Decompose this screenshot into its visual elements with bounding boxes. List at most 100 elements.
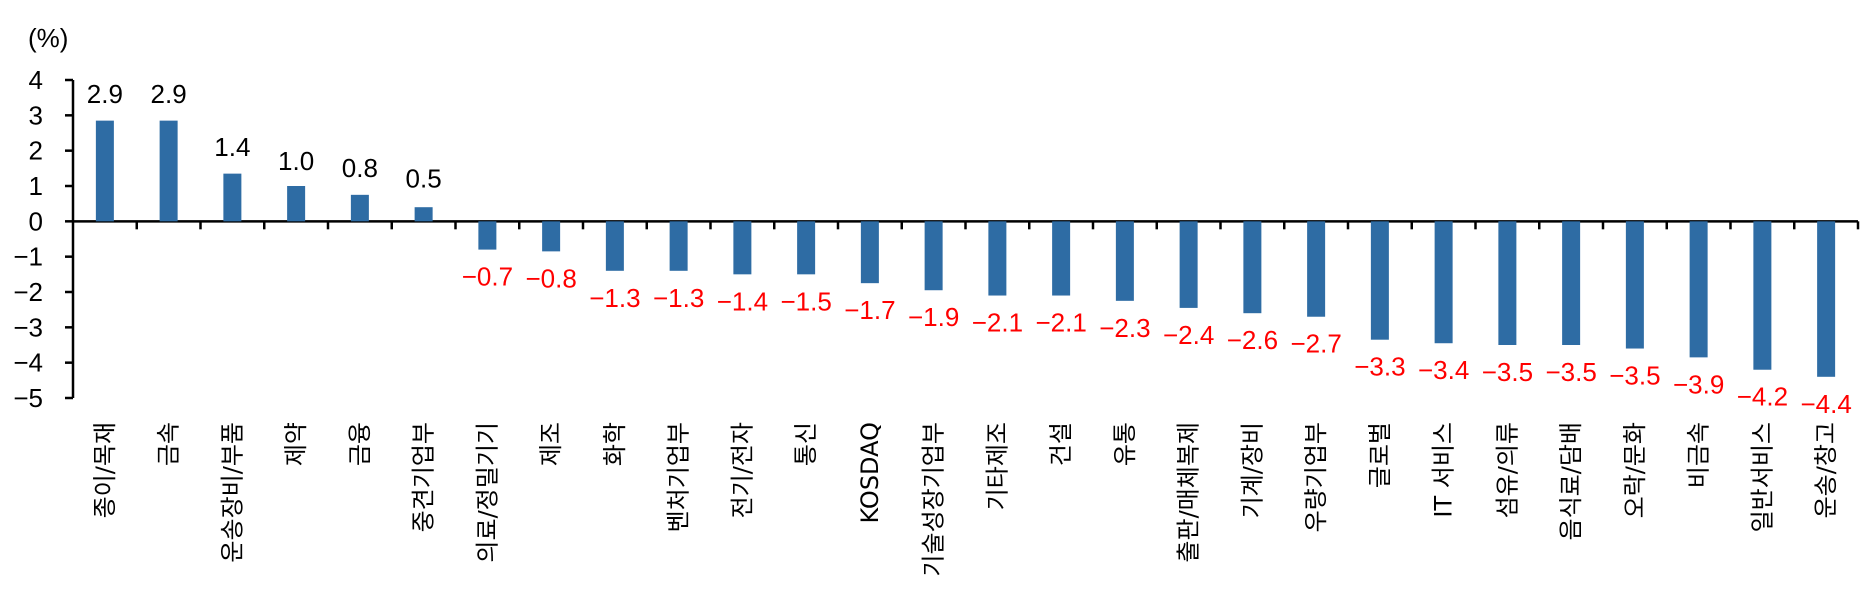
data-label: −1.9 bbox=[908, 302, 959, 332]
data-label: −1.3 bbox=[589, 283, 640, 313]
data-label: −2.6 bbox=[1227, 325, 1278, 355]
bar bbox=[1052, 221, 1071, 296]
category-label: 제약 bbox=[282, 422, 310, 466]
y-tick-label: 2 bbox=[29, 136, 43, 166]
bar bbox=[605, 221, 624, 271]
data-label: −2.3 bbox=[1099, 313, 1150, 343]
category-label: 금속 bbox=[155, 422, 183, 466]
category-label: 금융 bbox=[346, 422, 374, 466]
category-label: 일반서비스 bbox=[1748, 422, 1776, 532]
data-label: 1.4 bbox=[214, 132, 250, 162]
bar bbox=[414, 207, 433, 222]
bar bbox=[1115, 221, 1134, 301]
bar bbox=[1817, 221, 1836, 377]
bar bbox=[797, 221, 816, 275]
bar bbox=[350, 194, 369, 222]
y-tick-label: 3 bbox=[29, 100, 43, 130]
bar bbox=[1625, 221, 1644, 349]
data-label: 0.8 bbox=[342, 153, 378, 183]
y-axis: (%) 4 3 2 1 0 −1 −2 −3 −4 −5 bbox=[13, 23, 1860, 413]
y-tick-label: −1 bbox=[13, 242, 43, 272]
data-label: −3.5 bbox=[1609, 361, 1660, 391]
data-label: −2.1 bbox=[972, 308, 1023, 338]
category-label: 종이/목재 bbox=[91, 422, 119, 518]
data-label: −1.7 bbox=[844, 295, 895, 325]
bar bbox=[1562, 221, 1581, 345]
category-label: 화학 bbox=[601, 422, 629, 466]
data-label: −0.7 bbox=[462, 262, 513, 292]
category-label: 글로벌 bbox=[1366, 422, 1394, 488]
bar bbox=[669, 221, 688, 271]
data-label: −4.2 bbox=[1737, 382, 1788, 412]
y-tick-label: −5 bbox=[13, 383, 43, 413]
data-label: −3.5 bbox=[1482, 357, 1533, 387]
category-label: 운송장비/부품 bbox=[218, 422, 246, 563]
data-label: 2.9 bbox=[151, 79, 187, 109]
data-label: −2.4 bbox=[1163, 320, 1214, 350]
y-tick-label: 4 bbox=[29, 65, 43, 95]
category-label: 오락/문화 bbox=[1621, 422, 1649, 518]
bar bbox=[733, 221, 752, 275]
category-label: 벤처기업부 bbox=[665, 422, 693, 532]
bars bbox=[95, 120, 1836, 377]
data-label: −0.8 bbox=[525, 263, 576, 293]
bar bbox=[1370, 221, 1389, 340]
bar bbox=[1434, 221, 1453, 344]
bar bbox=[860, 221, 879, 284]
category-label: 통신 bbox=[792, 422, 820, 466]
data-label: −3.3 bbox=[1354, 352, 1405, 382]
data-label: −1.3 bbox=[653, 283, 704, 313]
value-labels: 2.9 2.9 1.4 1.0 0.8 0.5 −0.7 −0.8 −1.3 −1.3 −1.4 −1… bbox=[87, 79, 1852, 419]
data-label: −1.4 bbox=[717, 286, 768, 316]
bar bbox=[223, 173, 242, 222]
bar bbox=[159, 120, 178, 222]
bar bbox=[1179, 221, 1198, 308]
bar bbox=[287, 186, 306, 222]
data-label: −2.1 bbox=[1035, 308, 1086, 338]
bar bbox=[1498, 221, 1517, 345]
category-label: 운송/창고 bbox=[1812, 422, 1840, 518]
category-label: 유통 bbox=[1111, 422, 1139, 466]
y-tick-label: −2 bbox=[13, 277, 43, 307]
bar bbox=[95, 120, 114, 222]
bar bbox=[1753, 221, 1772, 370]
data-label: 2.9 bbox=[87, 79, 123, 109]
category-label: 의료/정밀기기 bbox=[473, 422, 501, 563]
y-tick-label: −4 bbox=[13, 348, 43, 378]
category-label: 전기/전자 bbox=[728, 422, 756, 518]
data-label: −3.9 bbox=[1673, 369, 1724, 399]
bar bbox=[1689, 221, 1708, 358]
bar bbox=[478, 221, 497, 250]
category-labels: 종이/목재 금속 운송장비/부품 제약 금융 중견기업부 의료/정밀기기 제조 화학 벤처기업부 전… bbox=[91, 422, 1840, 577]
category-label: 제조 bbox=[537, 422, 565, 466]
category-label: 건설 bbox=[1047, 422, 1075, 466]
data-label: −4.4 bbox=[1800, 389, 1851, 419]
data-label: −3.4 bbox=[1418, 355, 1469, 385]
category-label: 비금속 bbox=[1685, 422, 1713, 488]
data-label: −2.7 bbox=[1290, 329, 1341, 359]
y-tick-label: 0 bbox=[29, 206, 43, 236]
data-label: −3.5 bbox=[1545, 357, 1596, 387]
category-label: 기술성장기업부 bbox=[920, 422, 948, 577]
bar bbox=[988, 221, 1007, 296]
bar bbox=[542, 221, 561, 252]
y-tick-label: 1 bbox=[29, 171, 43, 201]
category-label: 기타제조 bbox=[983, 422, 1011, 510]
data-label: −1.5 bbox=[780, 286, 831, 316]
category-label: 섬유/의류 bbox=[1493, 422, 1521, 518]
category-label: 음식료/담배 bbox=[1557, 422, 1585, 541]
y-unit-label: (%) bbox=[28, 23, 68, 53]
bar bbox=[1307, 221, 1326, 317]
category-label: 기계/장비 bbox=[1238, 422, 1266, 518]
category-label: IT 서비스 bbox=[1430, 422, 1458, 518]
category-label: KOSDAQ bbox=[856, 422, 884, 524]
y-tick-label: −3 bbox=[13, 312, 43, 342]
category-label: 중견기업부 bbox=[410, 422, 438, 532]
category-label: 출판/매체복제 bbox=[1175, 422, 1203, 563]
data-label: 0.5 bbox=[406, 164, 442, 194]
data-label: 1.0 bbox=[278, 146, 314, 176]
bar bbox=[924, 221, 943, 291]
category-label: 우량기업부 bbox=[1302, 422, 1330, 532]
bar bbox=[1243, 221, 1262, 314]
